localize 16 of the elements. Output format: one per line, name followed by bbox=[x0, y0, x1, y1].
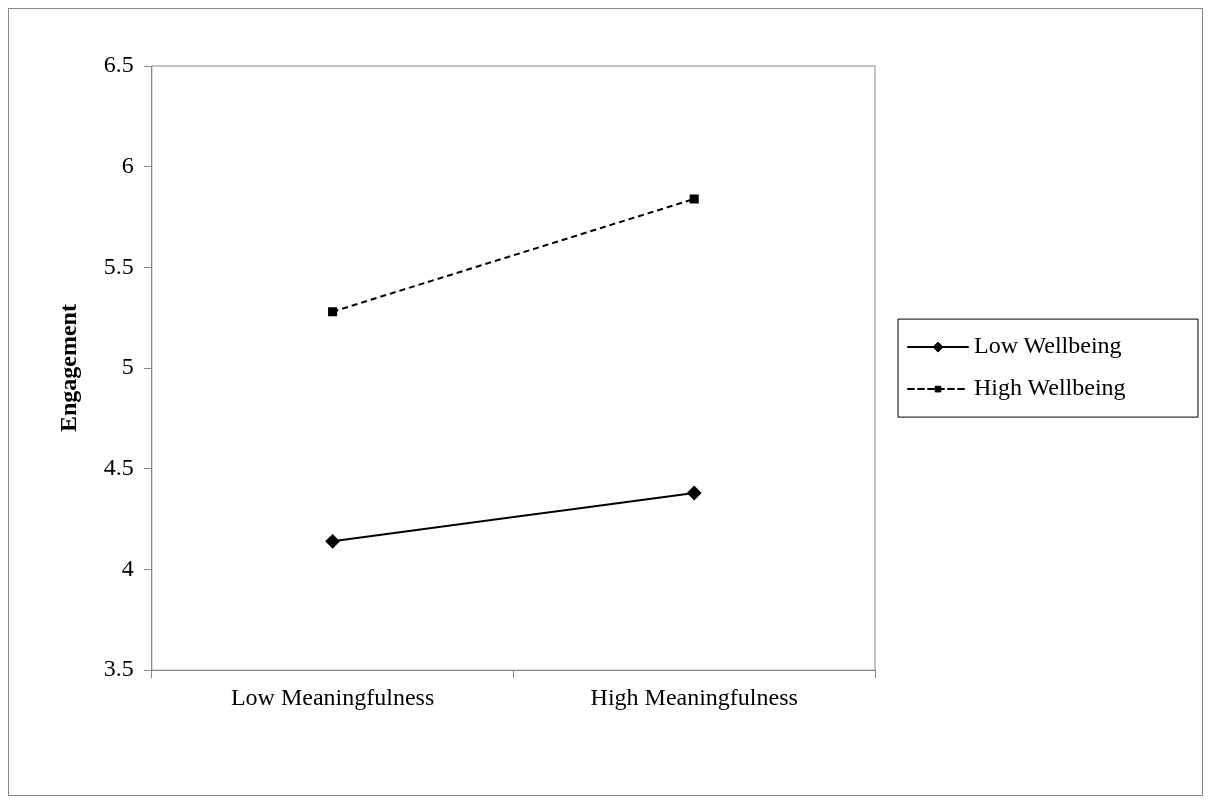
y-tick-label: 4.5 bbox=[103, 454, 134, 481]
point bbox=[689, 194, 699, 204]
point bbox=[328, 307, 338, 317]
y-tick-label: 3.5 bbox=[103, 655, 134, 682]
x-tick-label: Low Meaningfulness bbox=[230, 683, 435, 710]
y-tick-label: 6 bbox=[121, 152, 134, 178]
y-tick-label: 4 bbox=[121, 554, 134, 581]
legend-label: High Wellbeing bbox=[974, 374, 1126, 401]
y-tick-label: 5.5 bbox=[103, 252, 134, 279]
y-axis-title: Engagement bbox=[54, 304, 81, 433]
x-tick-label: High Meaningfulness bbox=[590, 683, 798, 710]
point bbox=[325, 534, 340, 549]
y-tick-label: 5 bbox=[121, 353, 134, 380]
legend-label: Low Wellbeing bbox=[974, 332, 1122, 359]
point bbox=[687, 485, 702, 500]
y-tick-label: 6.5 bbox=[103, 51, 134, 78]
